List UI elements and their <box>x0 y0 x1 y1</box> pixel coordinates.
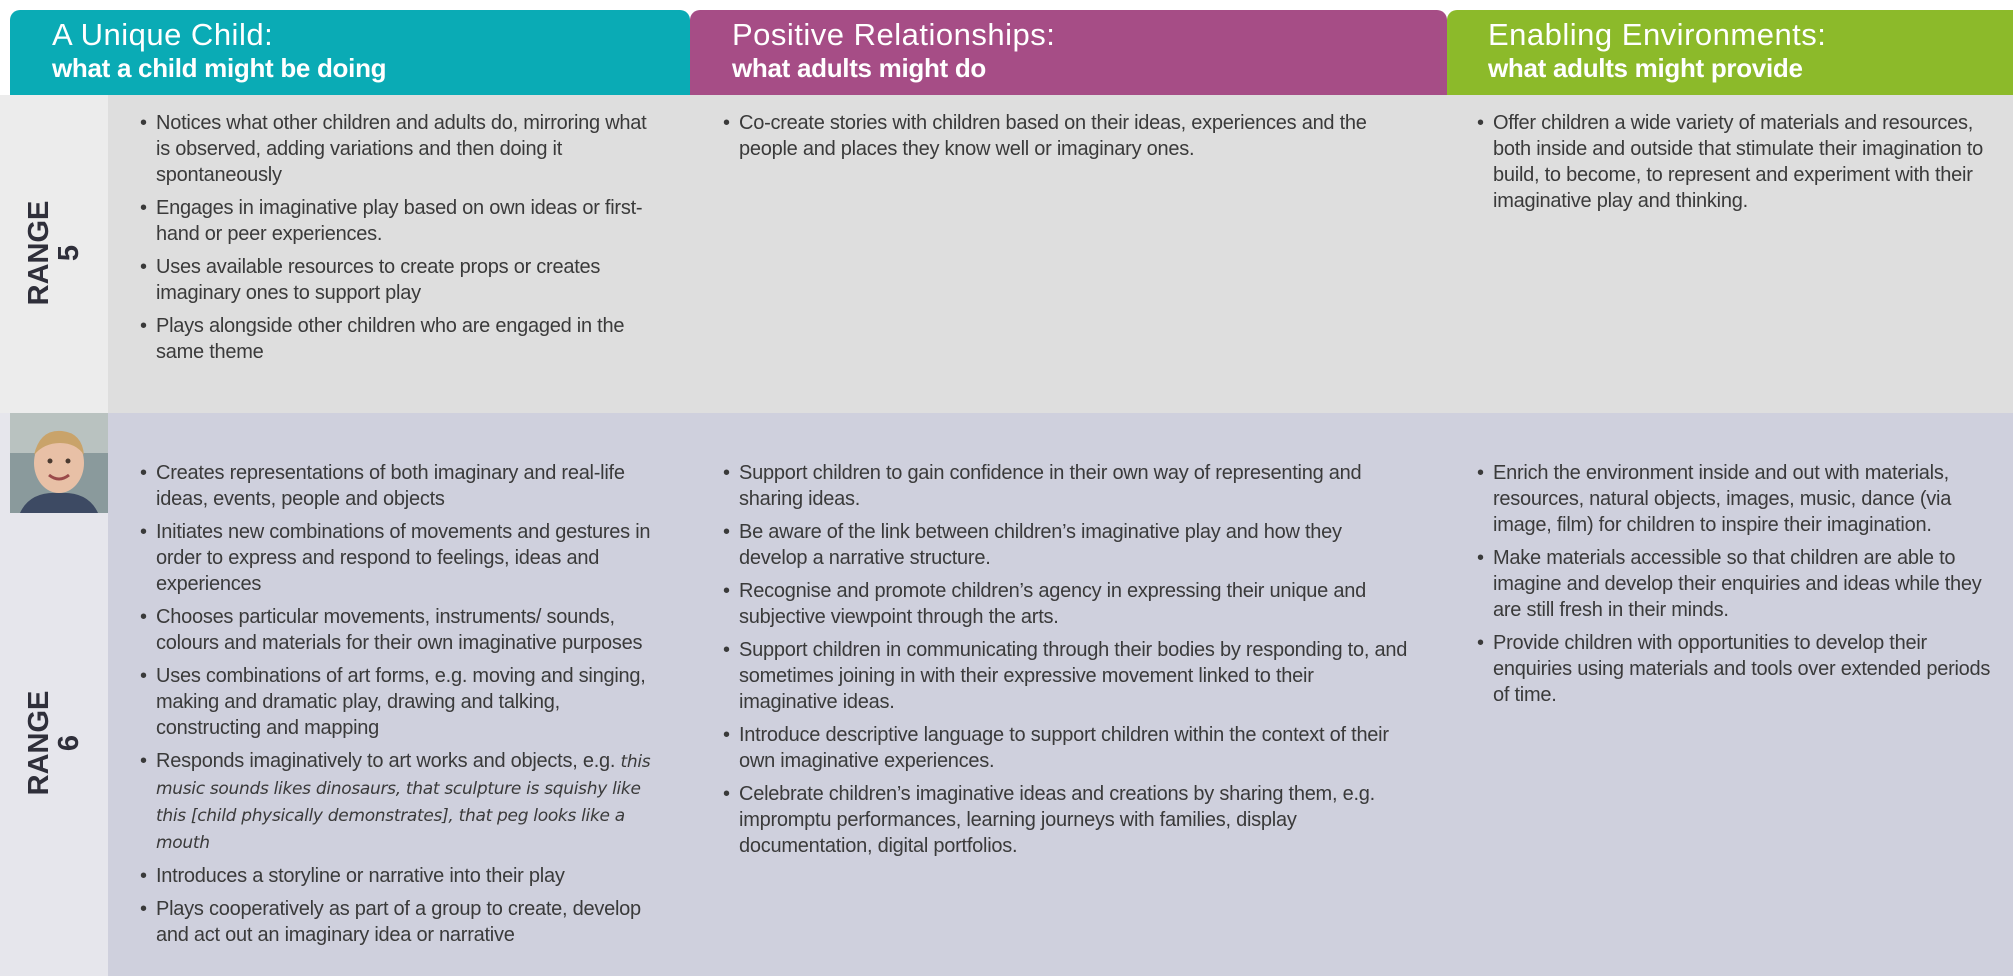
bullet-item: Provide children with opportunities to d… <box>1477 630 2005 708</box>
header-title: A Unique Child: <box>52 17 274 52</box>
range-label: RANGE 6 <box>23 690 85 796</box>
bullet-list: Co-create stories with children based on… <box>723 110 1413 162</box>
header-title: Positive Relationships: <box>732 17 1056 52</box>
bullet-item: Responds imaginatively to art works and … <box>140 748 660 856</box>
range-row: RANGE 5 Notices what other children and … <box>0 95 2013 413</box>
bullet-item: Chooses particular movements, instrument… <box>140 604 660 656</box>
header-title: Enabling Environments: <box>1488 17 1827 52</box>
header-subtitle: what adults might do <box>732 53 986 83</box>
bullet-list: Support children to gain confidence in t… <box>723 460 1413 859</box>
range-label-cell: RANGE 6 <box>0 413 108 976</box>
bullet-list: Creates representations of both imaginar… <box>140 460 660 948</box>
child-photo <box>10 413 108 513</box>
bullet-item: Notices what other children and adults d… <box>140 110 660 188</box>
header-tab: A Unique Child: what a child might be do… <box>10 10 690 95</box>
header-tab: Positive Relationships: what adults migh… <box>690 10 1447 95</box>
bullet-item: Celebrate children’s imaginative ideas a… <box>723 781 1413 859</box>
bullet-item: Introduce descriptive language to suppor… <box>723 722 1413 774</box>
column: Offer children a wide variety of materia… <box>1477 95 2005 221</box>
bullet-item: Recognise and promote children’s agency … <box>723 578 1413 630</box>
bullet-item: Make materials accessible so that childr… <box>1477 545 2005 623</box>
bullet-item: Uses available resources to create props… <box>140 254 660 306</box>
column: Creates representations of both imaginar… <box>140 413 660 955</box>
bullet-item: Support children to gain confidence in t… <box>723 460 1413 512</box>
header: A Unique Child: what a child might be do… <box>0 0 2013 95</box>
range-row: RANGE 6 Creates representations of both … <box>0 413 2013 976</box>
bullet-item: Initiates new combinations of movements … <box>140 519 660 597</box>
column: Notices what other children and adults d… <box>140 95 660 372</box>
range-word: RANGE <box>23 200 55 306</box>
range-number: 6 <box>53 734 85 752</box>
column: Co-create stories with children based on… <box>723 95 1413 169</box>
bullet-item: Introduces a storyline or narrative into… <box>140 863 660 889</box>
header-subtitle: what a child might be doing <box>52 53 387 83</box>
bullet-list: Enrich the environment inside and out wi… <box>1477 460 2005 708</box>
item-text: Responds imaginatively to art works and … <box>156 750 578 772</box>
header-subtitle: what adults might provide <box>1488 53 1803 83</box>
range-word: RANGE <box>23 690 55 796</box>
range-number: 5 <box>53 244 85 262</box>
bullet-item: Plays cooperatively as part of a group t… <box>140 896 660 948</box>
bullet-item: Engages in imaginative play based on own… <box>140 195 660 247</box>
bullet-item: Enrich the environment inside and out wi… <box>1477 460 2005 538</box>
bullet-item: Offer children a wide variety of materia… <box>1477 110 2005 214</box>
header-tab: Enabling Environments: what adults might… <box>1447 10 2013 95</box>
bullet-list: Notices what other children and adults d… <box>140 110 660 365</box>
bullet-item: Support children in communicating throug… <box>723 637 1413 715</box>
bullet-item: Be aware of the link between children’s … <box>723 519 1413 571</box>
example-text: this music sounds likes dinosaurs, that … <box>156 752 651 853</box>
bullet-item: Uses combinations of art forms, e.g. mov… <box>140 663 660 741</box>
bullet-list: Offer children a wide variety of materia… <box>1477 110 2005 214</box>
bullet-item: Co-create stories with children based on… <box>723 110 1413 162</box>
range-label-cell: RANGE 5 <box>0 95 108 413</box>
range-label: RANGE 5 <box>23 200 85 306</box>
column: Support children to gain confidence in t… <box>723 413 1413 866</box>
example-prefix: e.g. <box>582 750 616 772</box>
bullet-item: Plays alongside other children who are e… <box>140 313 660 365</box>
column: Enrich the environment inside and out wi… <box>1477 413 2005 715</box>
bullet-item: Creates representations of both imaginar… <box>140 460 660 512</box>
